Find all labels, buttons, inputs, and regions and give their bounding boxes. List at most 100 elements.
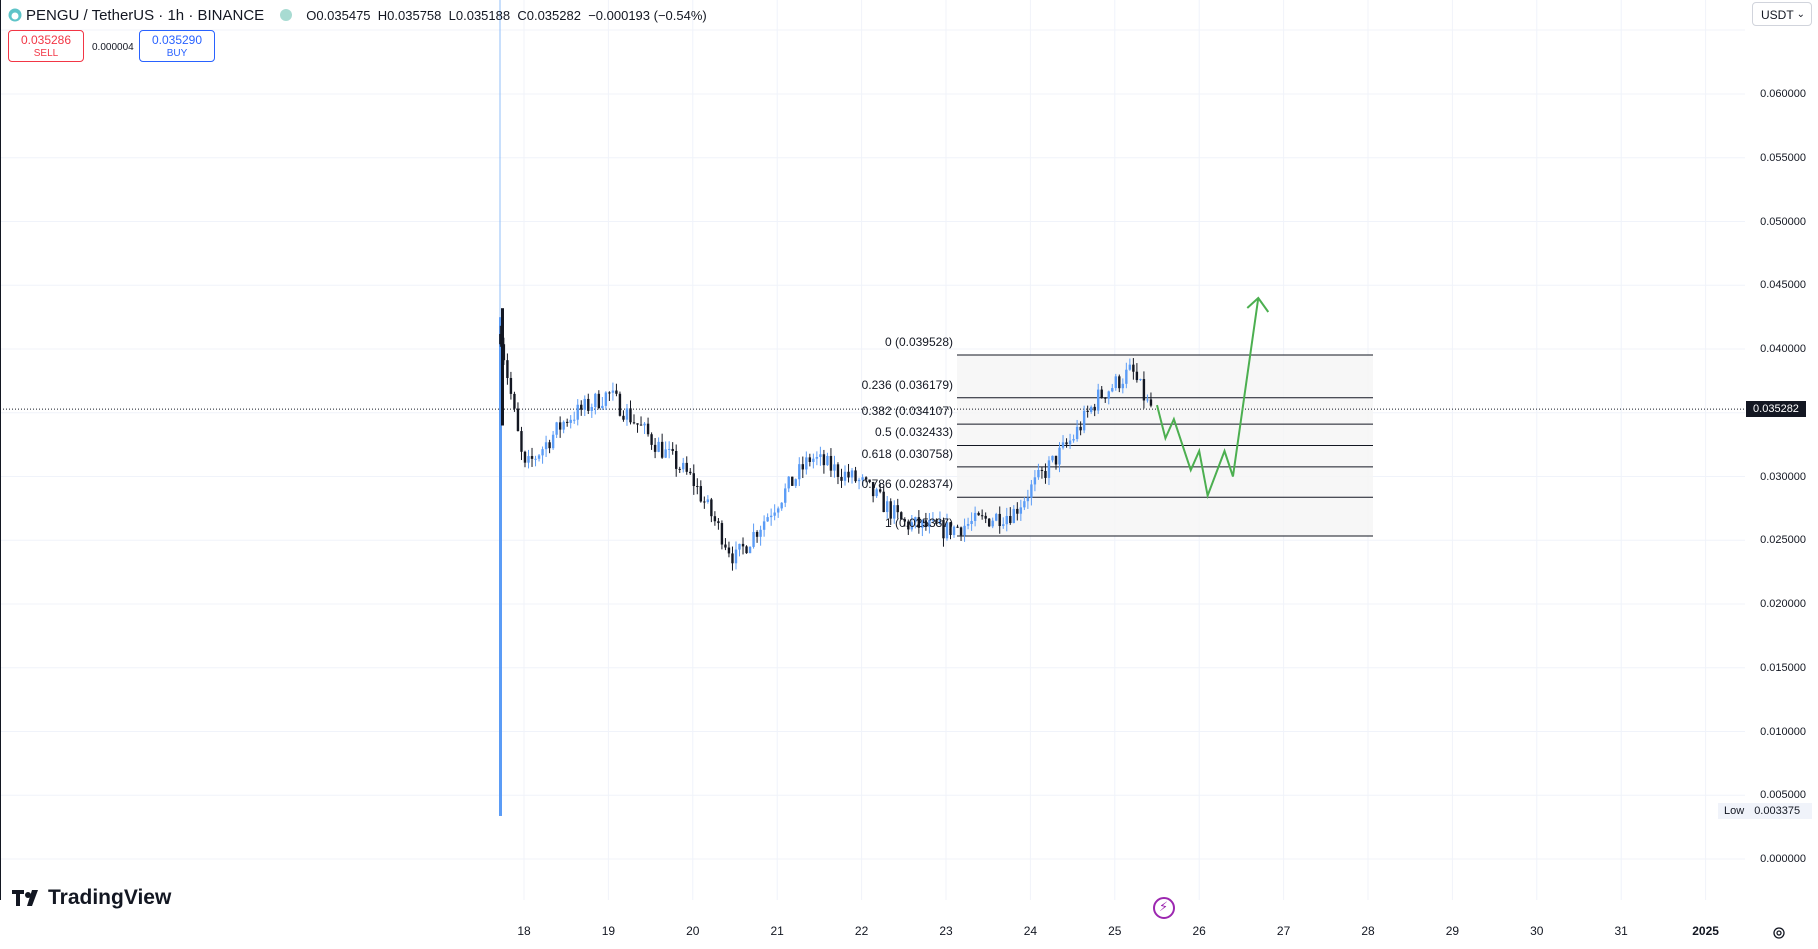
low-tag-label: Low (1718, 802, 1751, 819)
candle (755, 531, 759, 537)
candle (499, 334, 502, 345)
pengu-logo-icon (8, 8, 22, 22)
candle (878, 489, 882, 492)
candle (1142, 379, 1146, 401)
sell-label: SELL (33, 48, 59, 59)
exchange-separator: · (188, 6, 194, 24)
symbol-separator: / (83, 6, 88, 24)
candle (822, 454, 826, 466)
candle (513, 393, 516, 409)
candle (910, 522, 914, 530)
candle (900, 512, 903, 520)
fib-level-label: 0 (0.039528) (884, 335, 953, 350)
buy-price: 0.035290 (151, 33, 203, 47)
candle (1135, 371, 1139, 381)
candle (864, 477, 868, 480)
price-axis-label: 0.045000 (1760, 279, 1806, 292)
candle (1072, 439, 1075, 441)
currency-selector[interactable]: USDT ⌄ (1752, 2, 1812, 26)
candle (991, 520, 994, 527)
candle (573, 419, 576, 421)
candle (762, 521, 766, 530)
candle (717, 521, 720, 524)
chevron-down-icon: ⌄ (1796, 9, 1805, 20)
low-value: 0.035188 (455, 7, 511, 23)
candle (938, 519, 942, 525)
price-axis-label: 0.010000 (1760, 725, 1806, 738)
time-axis[interactable]: 18 19 20 21 22 23 24 25 26 27 28 29 30 31 2025 (0, 910, 1745, 949)
candle (935, 519, 938, 525)
fib-level-label: 0.236 (0.036179) (861, 377, 953, 392)
candle (973, 512, 977, 521)
symbol-title[interactable]: PENGU / TetherUS · 1h · BINANCE (26, 7, 264, 24)
candle (657, 441, 660, 452)
candle (805, 457, 808, 470)
lightning-icon[interactable]: ⚡ (1153, 897, 1175, 919)
candle (903, 519, 906, 522)
candle (868, 479, 871, 483)
candle (675, 451, 678, 469)
time-axis-label: 26 (1192, 924, 1206, 938)
candle (784, 488, 787, 503)
low-price-tag: Low 0.003375 (1718, 802, 1813, 819)
time-axis-label: 24 (1023, 924, 1038, 938)
candle (727, 547, 731, 554)
candle (696, 486, 699, 488)
candle (945, 522, 949, 539)
candle (650, 434, 653, 445)
candle (826, 455, 829, 466)
candle (970, 520, 973, 524)
candle (787, 476, 790, 489)
candle (1065, 442, 1068, 445)
candle (632, 422, 636, 424)
candle (1033, 477, 1037, 485)
candle (636, 423, 639, 425)
candle (942, 519, 945, 539)
tradingview-logo-icon (12, 890, 38, 906)
candle (1037, 469, 1040, 478)
price-chart[interactable] (0, 0, 1745, 949)
candle (924, 520, 928, 527)
sell-button[interactable]: 0.035286 SELL (8, 30, 84, 62)
price-axis-label: 0.005000 (1760, 789, 1806, 802)
settings-icon[interactable] (1772, 926, 1786, 940)
candle (699, 486, 703, 502)
candle (685, 462, 688, 472)
candle (959, 527, 963, 536)
candle (893, 505, 896, 519)
candle (544, 442, 548, 450)
candle (914, 517, 917, 523)
tradingview-logo[interactable]: TradingView (12, 886, 171, 910)
candle (1005, 515, 1008, 525)
candle (871, 482, 875, 497)
candle (625, 408, 629, 420)
candle (995, 513, 998, 521)
time-axis-label: 29 (1445, 924, 1460, 938)
candle (907, 521, 910, 530)
candle (808, 457, 812, 462)
price-axis-label: 0.040000 (1760, 343, 1806, 355)
interval-separator: · (158, 6, 164, 24)
candle (952, 526, 956, 536)
candle (819, 454, 822, 457)
symbol-header: PENGU / TetherUS · 1h · BINANCE O0.03547… (8, 4, 707, 26)
tradingview-logo-text: TradingView (48, 886, 172, 909)
time-axis-label: 20 (686, 924, 700, 938)
candle (629, 408, 632, 423)
candle (523, 451, 527, 463)
candle (706, 499, 710, 502)
price-axis[interactable]: 0.060000 0.055000 0.050000 0.045000 0.040000… (1745, 0, 1818, 949)
candle (499, 317, 502, 816)
time-axis-label: 27 (1276, 924, 1291, 938)
candle (731, 553, 734, 564)
fib-level-label: 1 (0.025337) (884, 515, 953, 530)
candle (734, 549, 738, 564)
chart-area[interactable] (0, 0, 1745, 949)
price-axis-label: 0.020000 (1760, 598, 1806, 610)
candle (815, 456, 819, 459)
candle (604, 392, 608, 406)
buy-button[interactable]: 0.035290 BUY (139, 30, 215, 62)
exchange: BINANCE (197, 6, 265, 24)
candle (921, 520, 924, 528)
candle (1086, 410, 1089, 412)
